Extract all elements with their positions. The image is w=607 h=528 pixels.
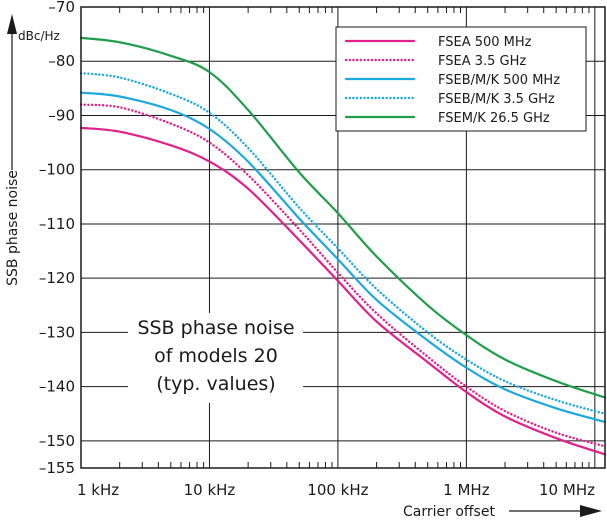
y-tick-label: –130 xyxy=(39,323,75,341)
series-line-1 xyxy=(79,126,607,456)
x-tick-label: 1 MHz xyxy=(443,481,490,499)
y-tick-label: –70 xyxy=(48,0,75,16)
x-tick-label: 10 kHz xyxy=(184,481,236,499)
chart-annotation: SSB phase noise of models 20 (typ. value… xyxy=(137,317,294,395)
x-tick-label: 100 kHz xyxy=(307,481,368,499)
series-line-3 xyxy=(79,91,607,423)
series-line-4 xyxy=(79,72,607,415)
legend-label: FSEA 500 MHz xyxy=(438,35,532,50)
legend-label: FSEM/K 26.5 GHz xyxy=(438,111,550,126)
y-unit-label: dBc/Hz xyxy=(18,29,60,43)
legend-label: FSEA 3.5 GHz xyxy=(438,54,526,69)
legend-label: FSEB/M/K 3.5 GHz xyxy=(438,92,555,107)
series-layer xyxy=(79,36,607,456)
y-tick-label: –110 xyxy=(39,215,75,233)
x-tick-label: 10 MHz xyxy=(539,481,595,499)
annotation-line-3: (typ. values) xyxy=(156,373,275,395)
annotation-backdrop xyxy=(128,313,303,403)
y-tick-label: –90 xyxy=(48,106,75,124)
y-axis-arrow-icon xyxy=(7,14,17,34)
plot-frame xyxy=(80,6,606,469)
y-tick-label: –155 xyxy=(39,459,75,477)
y-tick-label: –80 xyxy=(48,52,75,70)
legend-label: FSEB/M/K 500 MHz xyxy=(438,73,560,88)
y-axis-title-text: SSB phase noise xyxy=(5,170,21,286)
y-tick-label: –140 xyxy=(39,378,75,396)
x-tick-label: 1 kHz xyxy=(77,481,119,499)
series-line-2 xyxy=(79,103,607,448)
series-line-5 xyxy=(79,36,607,399)
annotation-line-1: SSB phase noise xyxy=(137,317,294,339)
y-axis-title: SSB phase noise xyxy=(5,14,21,286)
y-tick-label: –120 xyxy=(39,269,75,287)
annotation-line-2: of models 20 xyxy=(154,345,278,367)
x-axis-arrow-icon xyxy=(580,505,602,517)
x-axis-title-text: Carrier offset xyxy=(403,504,495,520)
x-axis-title: Carrier offset xyxy=(403,504,602,520)
legend: FSEA 500 MHz FSEA 3.5 GHz FSEB/M/K 500 MHz… xyxy=(335,26,587,132)
y-tick-label: –150 xyxy=(39,432,75,450)
y-tick-label: –100 xyxy=(39,161,75,179)
